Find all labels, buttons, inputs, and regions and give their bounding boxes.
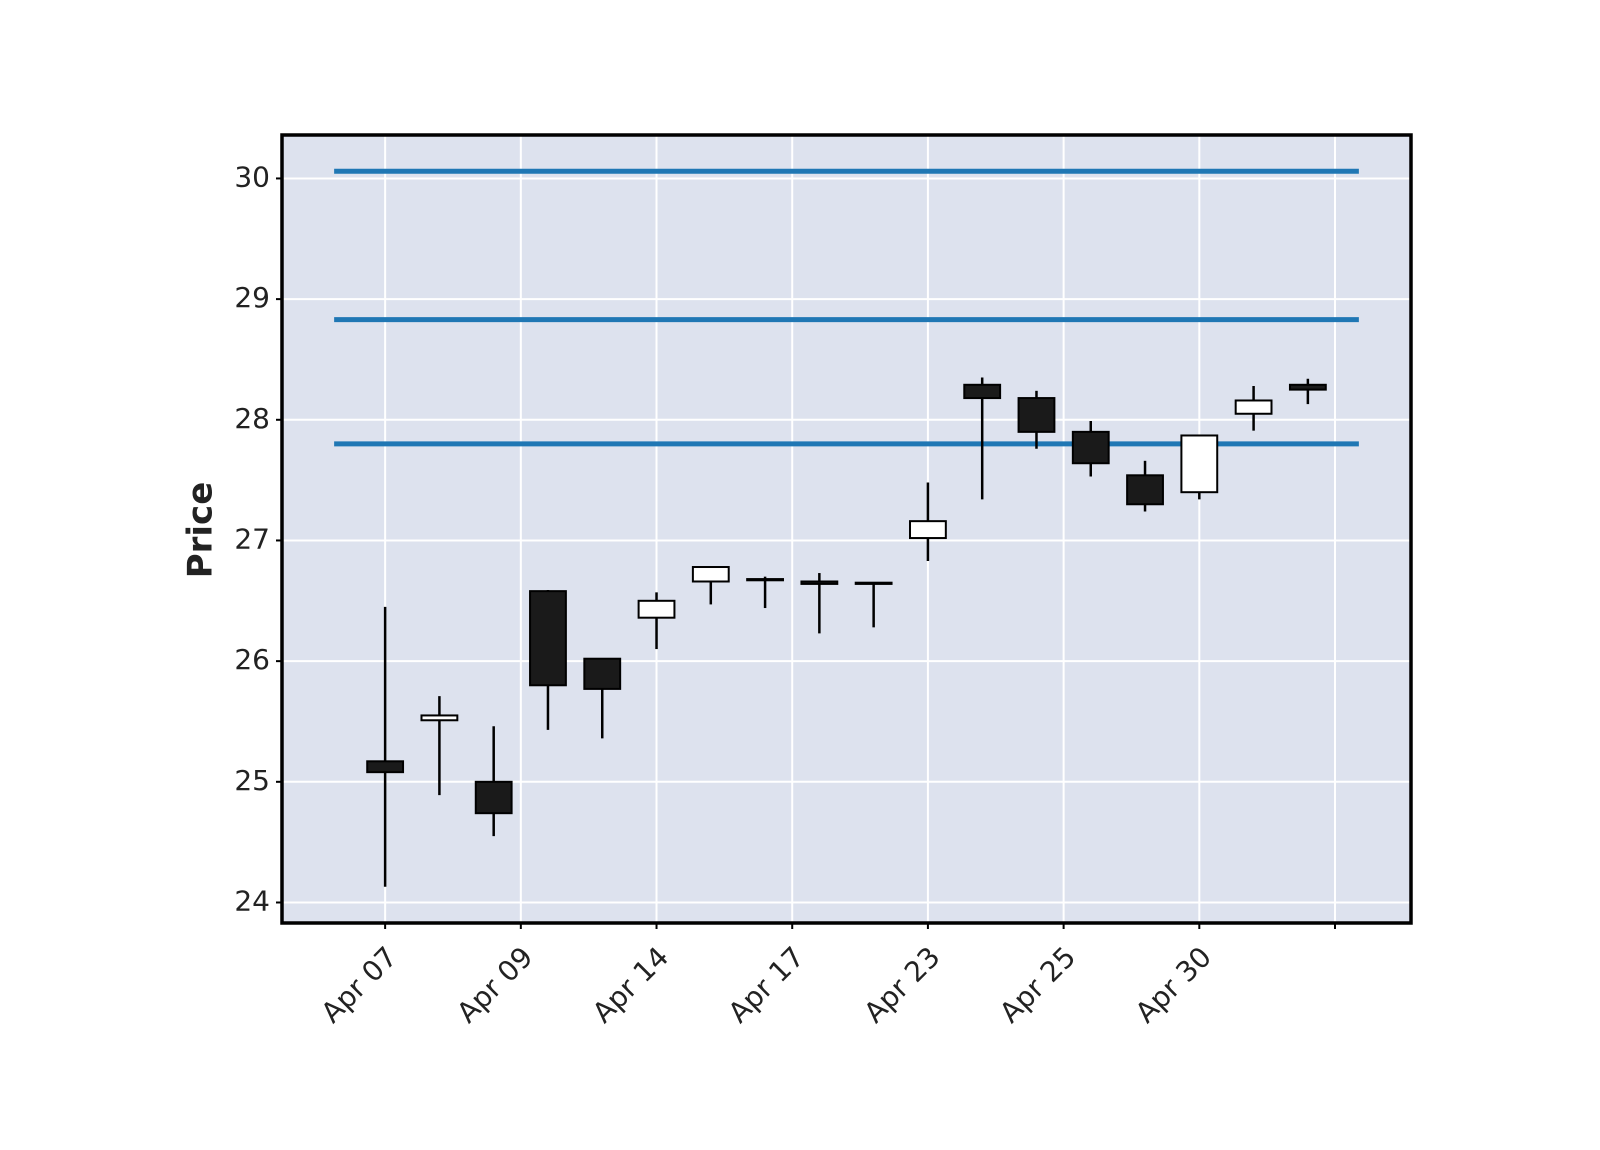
- y-tick-label: 29: [234, 281, 270, 314]
- x-tick-label: Apr 07: [315, 940, 404, 1029]
- x-tick-label: Apr 25: [993, 940, 1082, 1029]
- y-tick-label: 28: [234, 402, 270, 435]
- candle-body: [691, 566, 730, 583]
- y-tick-label: 25: [234, 764, 270, 797]
- x-tick-label: Apr 09: [450, 940, 539, 1029]
- candle-body: [746, 578, 784, 582]
- candle-body: [1180, 434, 1219, 494]
- x-tick-label: Apr 17: [722, 940, 811, 1029]
- candle-body: [963, 383, 1002, 400]
- candle-body: [637, 599, 676, 619]
- x-tick-label: Apr 23: [857, 940, 946, 1029]
- candle-body: [583, 657, 622, 690]
- candle-body: [1234, 399, 1273, 415]
- candle-body: [474, 780, 513, 815]
- axes-frame: [280, 133, 1413, 925]
- y-axis-label: Price: [181, 482, 221, 579]
- y-tick-label: 27: [234, 522, 270, 555]
- candle-body: [366, 760, 405, 774]
- plot-area: [282, 135, 1411, 923]
- y-tick-label: 30: [234, 160, 270, 193]
- x-tick-label: Apr 14: [586, 940, 675, 1029]
- candle-body: [1126, 474, 1164, 506]
- candle-body: [1017, 397, 1056, 433]
- candle-body: [420, 714, 459, 722]
- x-tick-label: Apr 30: [1129, 940, 1218, 1029]
- y-tick-label: 26: [234, 643, 270, 676]
- candle-body: [854, 581, 893, 585]
- candle-body: [1288, 383, 1327, 391]
- candle-body: [1071, 430, 1110, 465]
- candle-body: [529, 590, 567, 687]
- candle-body: [800, 580, 839, 585]
- candle-body: [909, 520, 947, 540]
- y-tick-label: 24: [234, 884, 270, 917]
